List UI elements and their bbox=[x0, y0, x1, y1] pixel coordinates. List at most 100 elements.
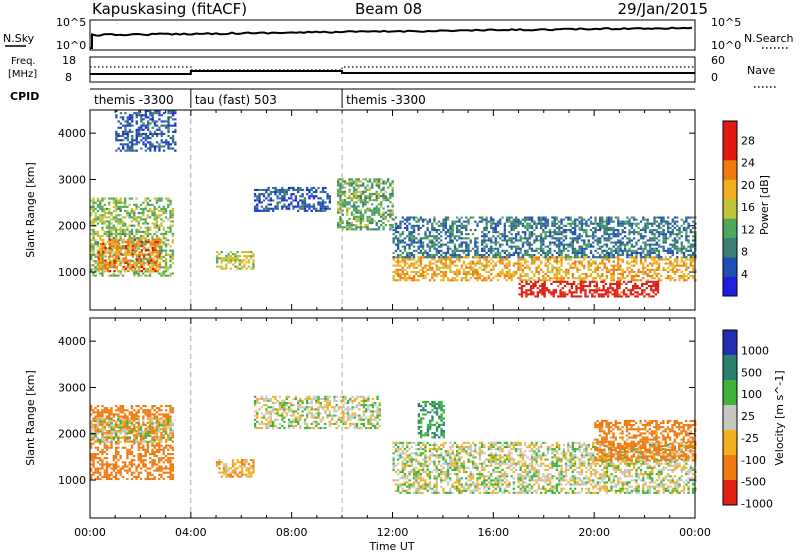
heatmap-cell bbox=[101, 405, 104, 408]
heatmap-cell bbox=[147, 270, 150, 273]
heatmap-cell bbox=[135, 114, 138, 117]
heatmap-cell bbox=[357, 178, 360, 181]
heatmap-cell bbox=[160, 120, 163, 123]
heatmap-cell bbox=[101, 419, 104, 422]
heatmap-cell bbox=[162, 228, 165, 231]
heatmap-cell bbox=[174, 143, 177, 146]
heatmap-cell bbox=[99, 415, 102, 418]
heatmap-cell bbox=[124, 232, 127, 235]
heatmap-cell bbox=[108, 478, 111, 481]
heatmap-cell bbox=[628, 249, 631, 252]
heatmap-cell bbox=[410, 231, 413, 234]
heatmap-cell bbox=[115, 242, 118, 245]
heatmap-cell bbox=[521, 264, 525, 267]
heatmap-cell bbox=[149, 141, 152, 144]
heatmap-cell bbox=[106, 267, 109, 270]
heatmap-cell bbox=[617, 268, 620, 271]
heatmap-cell bbox=[348, 188, 351, 191]
heatmap-cell bbox=[483, 226, 486, 229]
y-tick-label: 3000 bbox=[58, 173, 86, 186]
heatmap-cell bbox=[102, 251, 105, 254]
heatmap-cell bbox=[616, 295, 619, 298]
heatmap-cell bbox=[115, 235, 118, 238]
heatmap-cell bbox=[541, 287, 544, 290]
heatmap-cell bbox=[105, 469, 109, 472]
heatmap-cell bbox=[451, 260, 454, 263]
heatmap-cell bbox=[689, 216, 692, 219]
heatmap-cell bbox=[160, 141, 163, 144]
heatmap-cell bbox=[528, 268, 531, 271]
freq-strip-frame bbox=[89, 56, 696, 83]
heatmap-cell bbox=[526, 229, 529, 232]
heatmap-cell bbox=[144, 149, 147, 152]
heatmap-cell bbox=[339, 203, 342, 206]
heatmap-cell bbox=[601, 256, 604, 259]
heatmap-cell bbox=[512, 237, 515, 240]
heatmap-cell bbox=[408, 264, 411, 267]
heatmap-cell bbox=[605, 224, 609, 227]
heatmap-cell bbox=[247, 261, 251, 264]
heatmap-cell bbox=[341, 190, 344, 193]
heatmap-cell bbox=[96, 243, 100, 246]
heatmap-cell bbox=[364, 209, 367, 212]
heatmap-cell bbox=[496, 256, 500, 259]
heatmap-cell bbox=[153, 110, 157, 113]
heatmap-cell bbox=[131, 249, 134, 252]
heatmap-cell bbox=[562, 277, 565, 280]
heatmap-cell bbox=[603, 262, 606, 265]
heatmap-cell bbox=[660, 226, 663, 229]
heatmap-cell bbox=[537, 216, 540, 219]
heatmap-cell bbox=[573, 282, 576, 285]
heatmap-cell bbox=[131, 135, 134, 138]
heatmap-cell bbox=[458, 249, 461, 252]
heatmap-cell bbox=[485, 222, 488, 225]
heatmap-cell bbox=[391, 195, 394, 198]
heatmap-cell bbox=[99, 261, 103, 264]
heatmap-cell bbox=[410, 233, 413, 236]
heatmap-cell bbox=[533, 275, 536, 278]
heatmap-cell bbox=[669, 247, 672, 250]
heatmap-cell bbox=[158, 226, 161, 229]
heatmap-cell bbox=[94, 239, 97, 242]
heatmap-cell bbox=[653, 220, 656, 223]
heatmap-cell bbox=[124, 124, 127, 127]
heatmap-cell bbox=[124, 265, 128, 268]
heatmap-cell bbox=[382, 228, 385, 231]
heatmap-cell bbox=[575, 295, 578, 298]
heatmap-cell bbox=[147, 135, 150, 138]
heatmap-cell bbox=[580, 226, 584, 229]
heatmap-cell bbox=[258, 199, 261, 202]
heatmap-cell bbox=[315, 209, 318, 212]
heatmap-cell bbox=[577, 287, 580, 290]
heatmap-cell bbox=[403, 247, 407, 250]
heatmap-cell bbox=[490, 222, 493, 225]
heatmap-cell bbox=[339, 197, 342, 200]
heatmap-cell bbox=[245, 251, 248, 254]
heatmap-cell bbox=[113, 263, 116, 266]
heatmap-cell bbox=[685, 216, 688, 219]
heatmap-cell bbox=[397, 262, 400, 265]
heatmap-cell bbox=[566, 282, 569, 285]
heatmap-cell bbox=[645, 293, 648, 296]
heatmap-cell bbox=[655, 256, 658, 259]
heatmap-cell bbox=[117, 442, 120, 445]
heatmap-cell bbox=[146, 201, 149, 204]
heatmap-cell bbox=[262, 209, 266, 212]
heatmap-cell bbox=[287, 203, 291, 206]
heatmap-cell bbox=[387, 199, 390, 202]
heatmap-cell bbox=[520, 293, 524, 296]
heatmap-cell bbox=[558, 249, 561, 252]
heatmap-cell bbox=[585, 224, 588, 227]
heatmap-cell bbox=[126, 253, 129, 256]
heatmap-cell bbox=[435, 266, 438, 269]
heatmap-cell bbox=[117, 201, 120, 204]
heatmap-cell bbox=[92, 239, 95, 242]
heatmap-cell bbox=[131, 118, 134, 121]
heatmap-cell bbox=[94, 471, 97, 474]
heatmap-cell bbox=[308, 191, 311, 194]
heatmap-cell bbox=[317, 209, 320, 212]
heatmap-cell bbox=[505, 249, 509, 252]
heatmap-cell bbox=[267, 209, 270, 212]
heatmap-cell bbox=[348, 178, 351, 181]
heatmap-cell bbox=[642, 235, 645, 238]
